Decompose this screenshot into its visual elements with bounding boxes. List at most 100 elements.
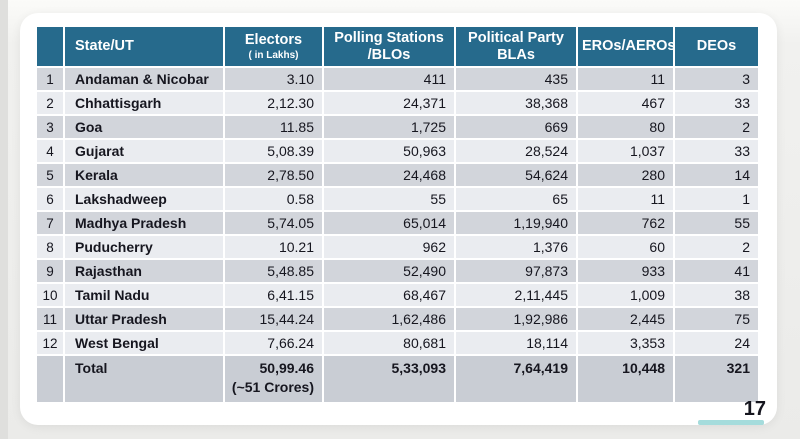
cell-state: Rajasthan: [65, 260, 223, 282]
table-row: 10 Tamil Nadu 6,41.15 68,467 2,11,445 1,009 38: [37, 284, 758, 306]
cell-eros: 762: [578, 212, 673, 234]
column-header-electors: Electors( in Lakhs): [225, 27, 322, 66]
cell-deos: 24: [675, 332, 758, 354]
total-row: Total 50,99.46 (~51 Crores) 5,33,093 7,64,41…: [37, 356, 758, 402]
cell-blas: 1,92,986: [456, 308, 576, 330]
cell-electors: 10.21: [225, 236, 322, 258]
cell-eros: 1,037: [578, 140, 673, 162]
cell-eros: 11: [578, 68, 673, 90]
cell-blas: 38,368: [456, 92, 576, 114]
cell-num: 8: [37, 236, 63, 258]
cell-blas: 7,64,419: [456, 356, 576, 402]
cell-num: 6: [37, 188, 63, 210]
column-header-eros: EROs/AEROs: [578, 27, 675, 66]
table-row: 7 Madhya Pradesh 5,74.05 65,014 1,19,940 762 5…: [37, 212, 758, 234]
column-header-blas: Political Party BLAs: [456, 27, 576, 66]
cell-blas: 97,873: [456, 260, 576, 282]
cell-eros: 3,353: [578, 332, 673, 354]
cell-eros: 467: [578, 92, 673, 114]
cell-num: 10: [37, 284, 63, 306]
cell-eros: 11: [578, 188, 673, 210]
cell-polling: 411: [324, 68, 454, 90]
cell-deos: 75: [675, 308, 758, 330]
table-header-row: State/UT Electors( in Lakhs) Polling Stati…: [37, 27, 758, 66]
cell-electors: 5,74.05: [225, 212, 322, 234]
cell-polling: 65,014: [324, 212, 454, 234]
cell-eros: 10,448: [578, 356, 673, 402]
cell-state: Gujarat: [65, 140, 223, 162]
cell-deos: 2: [675, 236, 758, 258]
table-row: 11 Uttar Pradesh 15,44.24 1,62,486 1,92,986 2…: [37, 308, 758, 330]
cell-polling: 24,371: [324, 92, 454, 114]
cell-eros: 60: [578, 236, 673, 258]
cell-electors: 11.85: [225, 116, 322, 138]
cell-state: Goa: [65, 116, 223, 138]
cell-polling: 55: [324, 188, 454, 210]
cell-num: 3: [37, 116, 63, 138]
cell-state: Uttar Pradesh: [65, 308, 223, 330]
cell-polling: 1,725: [324, 116, 454, 138]
cell-blas: 2,11,445: [456, 284, 576, 306]
cell-blas: 1,19,940: [456, 212, 576, 234]
cell-state: West Bengal: [65, 332, 223, 354]
cell-electors: 2,12.30: [225, 92, 322, 114]
cell-num: 2: [37, 92, 63, 114]
cell-deos: 41: [675, 260, 758, 282]
table-row: 5 Kerala 2,78.50 24,468 54,624 280 14: [37, 164, 758, 186]
table-row: 6 Lakshadweep 0.58 55 65 11 1: [37, 188, 758, 210]
cell-polling: 52,490: [324, 260, 454, 282]
cell-num: 7: [37, 212, 63, 234]
cell-blas: 669: [456, 116, 576, 138]
cell-state: Kerala: [65, 164, 223, 186]
cell-deos: 14: [675, 164, 758, 186]
cell-blas: 435: [456, 68, 576, 90]
table-row: 12 West Bengal 7,66.24 80,681 18,114 3,353 24: [37, 332, 758, 354]
cell-electors: 15,44.24: [225, 308, 322, 330]
cell-eros: 80: [578, 116, 673, 138]
cell-deos: 55: [675, 212, 758, 234]
column-header-deos: DEOs: [675, 27, 758, 66]
cell-state: Andaman & Nicobar: [65, 68, 223, 90]
column-header-num: [37, 27, 63, 66]
cell-num: 4: [37, 140, 63, 162]
cell-blas: 65: [456, 188, 576, 210]
cell-deos: 33: [675, 140, 758, 162]
cell-eros: 1,009: [578, 284, 673, 306]
cell-electors: 5,48.85: [225, 260, 322, 282]
left-edge-strip: [0, 0, 8, 439]
table-row: 2 Chhattisgarh 2,12.30 24,371 38,368 467 33: [37, 92, 758, 114]
cell-state: Lakshadweep: [65, 188, 223, 210]
table-body: 1 Andaman & Nicobar 3.10 411 435 11 3 2 Chhattis…: [37, 68, 758, 402]
cell-electors: 3.10: [225, 68, 322, 90]
cell-deos: 2: [675, 116, 758, 138]
column-header-state: State/UT: [65, 27, 223, 66]
cell-state: Tamil Nadu: [65, 284, 223, 306]
cell-eros: 280: [578, 164, 673, 186]
cell-polling: 24,468: [324, 164, 454, 186]
cell-polling: 68,467: [324, 284, 454, 306]
cell-electors: 2,78.50: [225, 164, 322, 186]
cell-blas: 28,524: [456, 140, 576, 162]
cell-state: Chhattisgarh: [65, 92, 223, 114]
cell-eros: 2,445: [578, 308, 673, 330]
cell-deos: 3: [675, 68, 758, 90]
cell-num: 5: [37, 164, 63, 186]
cell-state: Puducherry: [65, 236, 223, 258]
cell-deos: 321: [675, 356, 758, 402]
cell-polling: 5,33,093: [324, 356, 454, 402]
table-row: 4 Gujarat 5,08.39 50,963 28,524 1,037 33: [37, 140, 758, 162]
cell-num: 11: [37, 308, 63, 330]
cell-polling: 50,963: [324, 140, 454, 162]
cell-num: 12: [37, 332, 63, 354]
column-header-polling: Polling Stations/BLOs: [324, 27, 454, 66]
cell-electors: 0.58: [225, 188, 322, 210]
cell-deos: 33: [675, 92, 758, 114]
cell-deos: 1: [675, 188, 758, 210]
cell-num: 1: [37, 68, 63, 90]
stats-table: State/UT Electors( in Lakhs) Polling Stati…: [35, 25, 760, 404]
table-row: 3 Goa 11.85 1,725 669 80 2: [37, 116, 758, 138]
cell-deos: 38: [675, 284, 758, 306]
cell-polling: 80,681: [324, 332, 454, 354]
cell-polling: 962: [324, 236, 454, 258]
